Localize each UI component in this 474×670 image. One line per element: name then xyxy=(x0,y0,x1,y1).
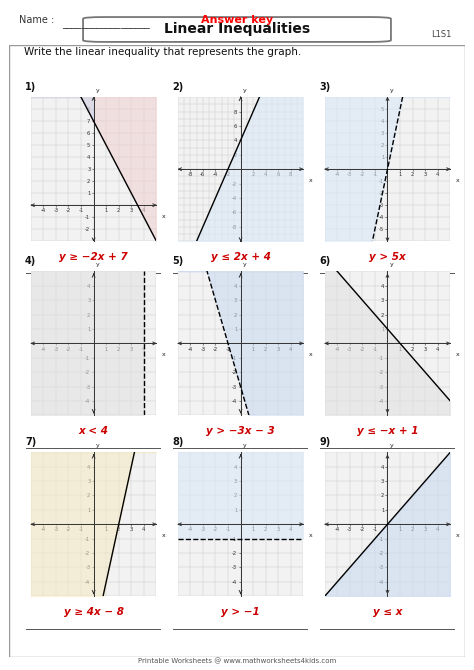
Text: y ≤ 2x + 4: y ≤ 2x + 4 xyxy=(210,252,271,262)
Text: y ≤ x: y ≤ x xyxy=(373,607,402,617)
Text: x: x xyxy=(162,533,165,538)
Text: y: y xyxy=(96,443,100,448)
Text: y: y xyxy=(96,88,100,93)
Text: y > −1: y > −1 xyxy=(221,607,260,617)
Text: 7): 7) xyxy=(25,437,36,447)
Text: Answer key: Answer key xyxy=(201,15,273,25)
Text: y: y xyxy=(243,88,247,93)
Text: 5): 5) xyxy=(172,256,183,266)
Text: Printable Worksheets @ www.mathworksheets4kids.com: Printable Worksheets @ www.mathworksheet… xyxy=(138,658,336,665)
Text: Linear Inequalities: Linear Inequalities xyxy=(164,23,310,36)
Text: x: x xyxy=(162,214,165,219)
Text: 1): 1) xyxy=(25,82,36,92)
Text: 9): 9) xyxy=(319,437,330,447)
Text: y ≤ −x + 1: y ≤ −x + 1 xyxy=(357,426,418,436)
Text: x: x xyxy=(309,178,312,183)
Text: Name :: Name : xyxy=(19,15,54,25)
Text: L1S1: L1S1 xyxy=(431,30,452,40)
Text: x < 4: x < 4 xyxy=(79,426,109,436)
Text: y ≥ 4x − 8: y ≥ 4x − 8 xyxy=(64,607,124,617)
Text: y ≥ −2x + 7: y ≥ −2x + 7 xyxy=(59,252,128,262)
Text: y: y xyxy=(243,443,247,448)
Text: y: y xyxy=(243,262,247,267)
Text: x: x xyxy=(162,352,165,357)
Text: 8): 8) xyxy=(172,437,183,447)
Text: y: y xyxy=(390,262,394,267)
Text: __________________: __________________ xyxy=(62,19,149,29)
Text: 3): 3) xyxy=(319,82,330,92)
Text: 2): 2) xyxy=(172,82,183,92)
Text: 4): 4) xyxy=(25,256,36,266)
Text: Write the linear inequality that represents the graph.: Write the linear inequality that represe… xyxy=(24,47,301,57)
Text: 6): 6) xyxy=(319,256,330,266)
FancyBboxPatch shape xyxy=(83,17,391,42)
Text: x: x xyxy=(309,533,312,538)
Text: y: y xyxy=(96,262,100,267)
Text: x: x xyxy=(456,533,459,538)
Text: x: x xyxy=(456,352,459,357)
Text: y: y xyxy=(390,88,394,93)
Text: y > −3x − 3: y > −3x − 3 xyxy=(206,426,275,436)
Text: y > 5x: y > 5x xyxy=(369,252,406,262)
Text: x: x xyxy=(309,352,312,357)
Text: y: y xyxy=(390,443,394,448)
Text: x: x xyxy=(456,178,459,183)
